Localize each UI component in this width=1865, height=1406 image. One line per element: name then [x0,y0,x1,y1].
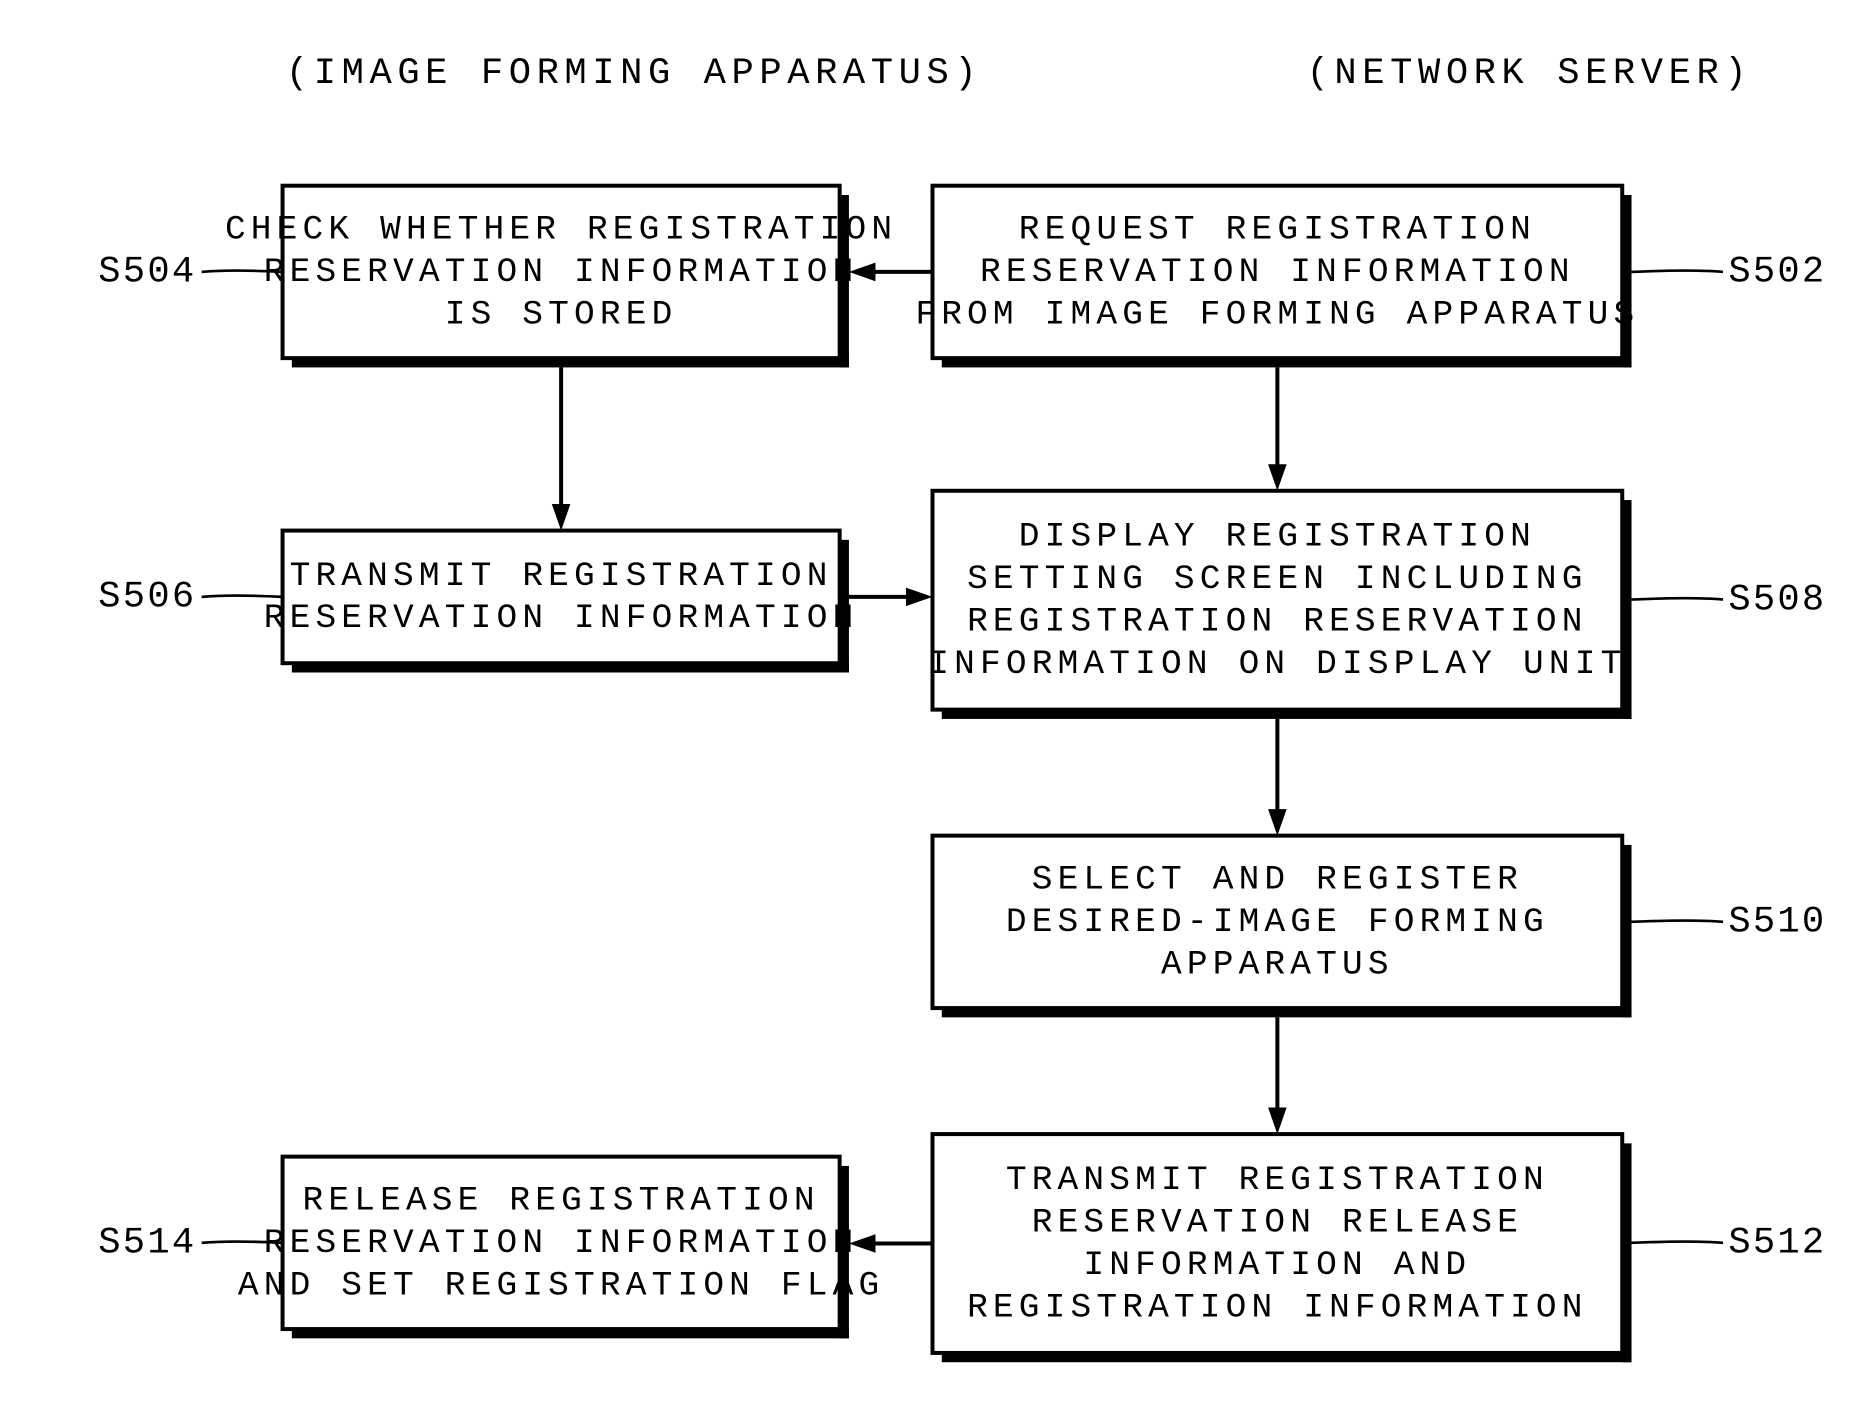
step-s514-box: RELEASE REGISTRATIONRESERVATION INFORMAT… [238,1157,884,1339]
step-s510-line1: SELECT AND REGISTER [1032,861,1523,900]
arrow-s510-s512 [1268,1017,1287,1134]
right-column-header: (NETWORK SERVER) [1307,53,1753,95]
step-s506-line2: RESERVATION INFORMATION [264,599,859,638]
step-s504-line3: IS STORED [445,295,678,334]
arrow-s506-s508 [849,588,933,607]
leader-s502 [1632,271,1724,272]
step-s508-line2: SETTING SCREEN INCLUDING [967,560,1588,599]
step-s512-line1: TRANSMIT REGISTRATION [1006,1161,1549,1200]
arrow-s502-s504 [849,263,933,282]
step-label-s502: S502 [1728,252,1826,294]
leader-s504 [202,271,283,272]
arrow-s508-s510 [1268,719,1287,836]
leader-s512 [1632,1242,1724,1243]
leader-s508 [1632,598,1724,599]
step-s508-line3: REGISTRATION RESERVATION [967,603,1588,642]
step-s508-box: DISPLAY REGISTRATIONSETTING SCREEN INCLU… [928,491,1631,719]
step-s514-line3: AND SET REGISTRATION FLAG [238,1266,884,1305]
step-s510-box: SELECT AND REGISTERDESIRED-IMAGE FORMING… [933,836,1632,1018]
leader-s514 [202,1242,283,1243]
step-s508-line1: DISPLAY REGISTRATION [1019,518,1536,557]
step-s514-line2: RESERVATION INFORMATION [264,1224,859,1263]
step-s506-box: TRANSMIT REGISTRATIONRESERVATION INFORMA… [264,531,859,673]
step-label-s510: S510 [1728,902,1826,944]
step-s504-box: CHECK WHETHER REGISTRATIONRESERVATION IN… [225,186,897,368]
arrow-s502-s508 [1268,367,1287,490]
step-s512-line2: RESERVATION RELEASE [1032,1203,1523,1242]
step-s512-line3: INFORMATION AND [1083,1246,1471,1285]
step-s512-line4: REGISTRATION INFORMATION [967,1288,1588,1327]
step-label-s504: S504 [98,252,196,294]
leader-s510 [1632,921,1724,922]
flowchart-canvas: (IMAGE FORMING APPARATUS) (NETWORK SERVER… [0,0,1865,1406]
step-label-s508: S508 [1728,579,1826,621]
step-s510-line2: DESIRED-IMAGE FORMING [1006,903,1549,942]
step-s506-line1: TRANSMIT REGISTRATION [290,557,833,596]
arrow-s504-s506 [552,367,571,530]
step-s508-line4: INFORMATION ON DISPLAY UNIT [928,645,1626,684]
step-s512-box: TRANSMIT REGISTRATIONRESERVATION RELEASE… [933,1134,1632,1362]
step-s502-box: REQUEST REGISTRATIONRESERVATION INFORMAT… [915,186,1639,368]
step-label-s514: S514 [98,1223,196,1265]
step-label-s506: S506 [98,577,196,619]
step-s502-line3: FROM IMAGE FORMING APPARATUS [915,295,1639,334]
step-s504-line2: RESERVATION INFORMATION [264,253,859,292]
step-s510-line3: APPARATUS [1161,945,1394,984]
step-s504-line1: CHECK WHETHER REGISTRATION [225,211,897,250]
arrow-s512-s514 [849,1234,933,1253]
left-column-header: (IMAGE FORMING APPARATUS) [286,53,982,95]
step-s502-line2: RESERVATION INFORMATION [980,253,1575,292]
leader-s506 [202,596,283,597]
step-s514-line1: RELEASE REGISTRATION [303,1182,820,1221]
step-label-s512: S512 [1728,1223,1826,1265]
step-s502-line1: REQUEST REGISTRATION [1019,211,1536,250]
